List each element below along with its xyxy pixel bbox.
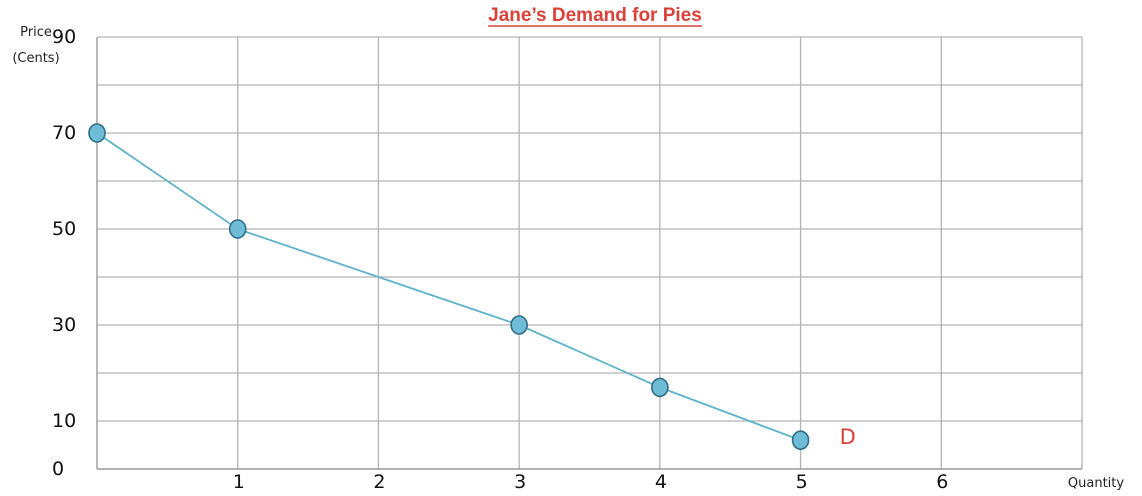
- data-point-3: [510, 315, 528, 335]
- series-line-D: [96, 132, 801, 442]
- y-tick-label-30: 30: [52, 314, 76, 336]
- series-label-D: D: [840, 425, 856, 449]
- y-tick-label-50: 50: [52, 218, 76, 240]
- axes: [96, 37, 1082, 470]
- x-tick-label-2: 2: [373, 471, 385, 493]
- data-point-0: [88, 123, 106, 143]
- x-tick-label-6: 6: [936, 471, 948, 493]
- data-point-4: [651, 377, 669, 398]
- x-tick-label-3: 3: [514, 471, 526, 493]
- y-axis-title-line-2: (Cents): [12, 51, 59, 66]
- y-tick-label-10: 10: [52, 410, 76, 432]
- y-axis-title-line-1: Price: [20, 25, 52, 40]
- x-tick-label-5: 5: [796, 471, 808, 493]
- x-tick-label-1: 1: [233, 471, 245, 493]
- y-tick-label-90: 90: [52, 26, 76, 48]
- series-layer: D: [88, 123, 856, 451]
- x-axis-title: Quantity: [1068, 476, 1124, 491]
- x-tick-labels: 1 2 3 4 5 6: [233, 471, 949, 493]
- y-tick-labels: 90 70 50 30 10 0: [52, 26, 76, 480]
- y-tick-label-0: 0: [52, 458, 64, 480]
- data-point-1: [228, 219, 247, 239]
- data-point-5: [791, 430, 810, 451]
- grid-lines: [97, 36, 1083, 469]
- chart-title: Jane’s Demand for Pies: [488, 5, 702, 26]
- y-tick-label-70: 70: [52, 122, 76, 144]
- x-tick-label-4: 4: [655, 471, 667, 493]
